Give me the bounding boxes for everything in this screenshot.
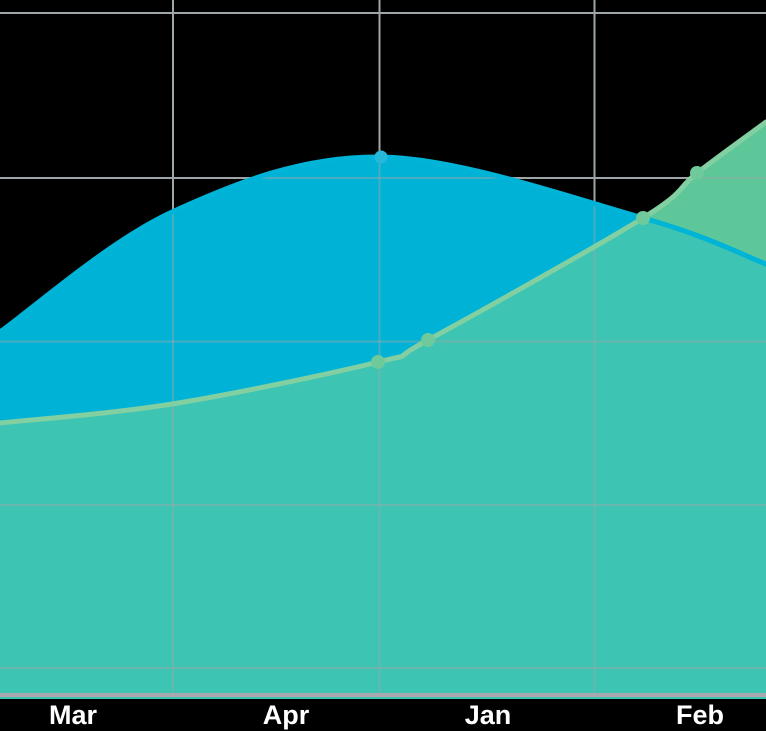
green-data-point[interactable] <box>371 355 385 369</box>
x-axis-label-mar: Mar <box>49 700 98 730</box>
overlap-area-fill[interactable] <box>0 218 766 699</box>
green-data-point[interactable] <box>636 211 650 225</box>
x-axis-label-jan: Jan <box>465 700 512 730</box>
blue-data-point[interactable] <box>374 150 388 164</box>
x-axis-label-apr: Apr <box>263 700 310 730</box>
green-series-line[interactable] <box>0 119 766 426</box>
green-data-point[interactable] <box>421 333 435 347</box>
x-axis-label-feb: Feb <box>676 700 724 730</box>
green-data-point[interactable] <box>690 166 704 180</box>
